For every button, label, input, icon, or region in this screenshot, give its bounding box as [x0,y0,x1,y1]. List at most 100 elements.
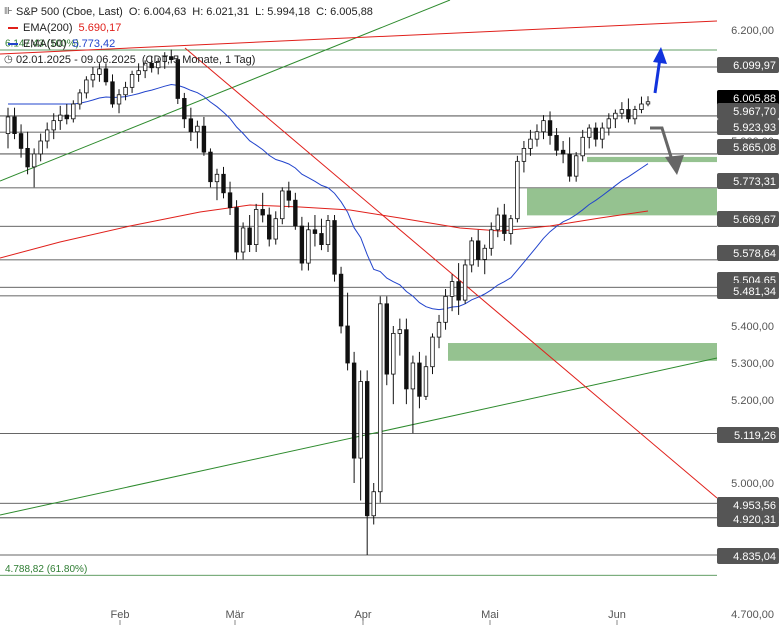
ema50-swatch [8,43,18,45]
candle [600,122,605,149]
candle [227,181,233,215]
candle-body [358,381,363,459]
price-label-box [717,211,779,227]
candle [273,211,278,245]
price-label-text: 4.920,31 [733,514,776,526]
candle-body [103,68,109,83]
price-label: 5.481,34 [717,283,779,299]
candle-body [476,240,481,260]
price-label-box [717,427,779,443]
candle [77,89,83,110]
candle-body [508,218,514,234]
price-label-text: 6.005,88 [733,93,776,105]
zones [448,156,717,361]
candle [149,55,154,73]
candlestick-icon: ⊪ [4,6,13,17]
price-label: 6.005,88 [717,90,779,106]
candle [97,63,102,82]
candle-body [162,56,167,62]
candle-body [188,118,194,133]
candle-body [541,120,546,133]
candle [351,351,357,483]
candle [332,215,337,282]
candle-body [44,129,50,142]
price-label-text: 5.773,31 [733,176,776,188]
candle-body [253,209,259,245]
candle-body [156,61,161,69]
price-label-box [717,497,779,513]
candle-body [38,140,43,155]
candle [489,222,494,256]
bullish-arrow-shaft [653,57,662,94]
ema200-value: 5.690,17 [78,22,122,34]
candle [123,81,128,101]
candle [306,222,311,271]
candle [44,122,50,149]
candle [547,111,553,145]
ohlc-open-value: 6.004,63 [143,6,187,18]
candle [534,124,540,147]
candle [116,89,122,114]
candle [626,98,631,123]
candle [286,181,292,208]
candle-body [110,81,115,105]
candle-body [175,59,180,99]
candle [175,55,180,104]
candle [404,318,409,405]
candle-body [142,62,148,72]
candle-body [31,153,37,168]
candle-body [573,155,579,177]
price-label-text: 5.967,70 [733,106,776,118]
candle [103,63,109,86]
candle-body [58,114,63,122]
x-tick-label: Apr [354,609,371,621]
candle [25,131,30,175]
candle [312,215,318,247]
price-label-text: 5.923,93 [733,122,776,134]
candle [58,105,63,130]
candle [476,229,481,267]
candle [221,166,226,199]
candle-body [417,362,422,397]
ema200-label: EMA(200) [23,22,73,34]
ohlc-open-label: O: [128,6,141,18]
candle-body [619,109,625,114]
candle-body [489,229,494,249]
candle-body [208,151,213,183]
candle-body [521,147,527,162]
candle-body [240,227,246,253]
candle [541,115,546,140]
uptrend-line-upper [0,0,451,182]
candle [156,57,161,75]
candle-body [195,125,200,133]
ohlc-low-value: 5.994,18 [267,6,311,18]
price-label-box [717,90,779,106]
candle-body [404,329,409,390]
candle-body [639,103,644,110]
candle [469,237,474,273]
candle [12,107,17,140]
candle [521,141,527,173]
candle [528,129,533,156]
ema200-swatch [8,27,18,29]
candle-body [462,264,468,301]
candle [110,74,115,108]
price-labels: 6.099,97 6.005,885.967,70 5.923,93 5.865,08… [717,57,779,564]
ema50-label: EMA(50) [23,38,67,50]
x-tick-label: Jun [608,609,626,621]
price-label-text: 5.578,64 [733,248,776,260]
candle-body [430,336,435,368]
support-zone [587,156,717,163]
candle [391,326,396,405]
candle [234,200,239,260]
candle [371,483,376,525]
downtrend-line [184,47,718,499]
candle-body [84,79,89,94]
candle [51,113,56,140]
candle [188,107,194,141]
candle [573,152,579,182]
candle-body [227,192,233,209]
candle-body [169,56,174,60]
candle [182,92,187,129]
candle [162,52,167,69]
